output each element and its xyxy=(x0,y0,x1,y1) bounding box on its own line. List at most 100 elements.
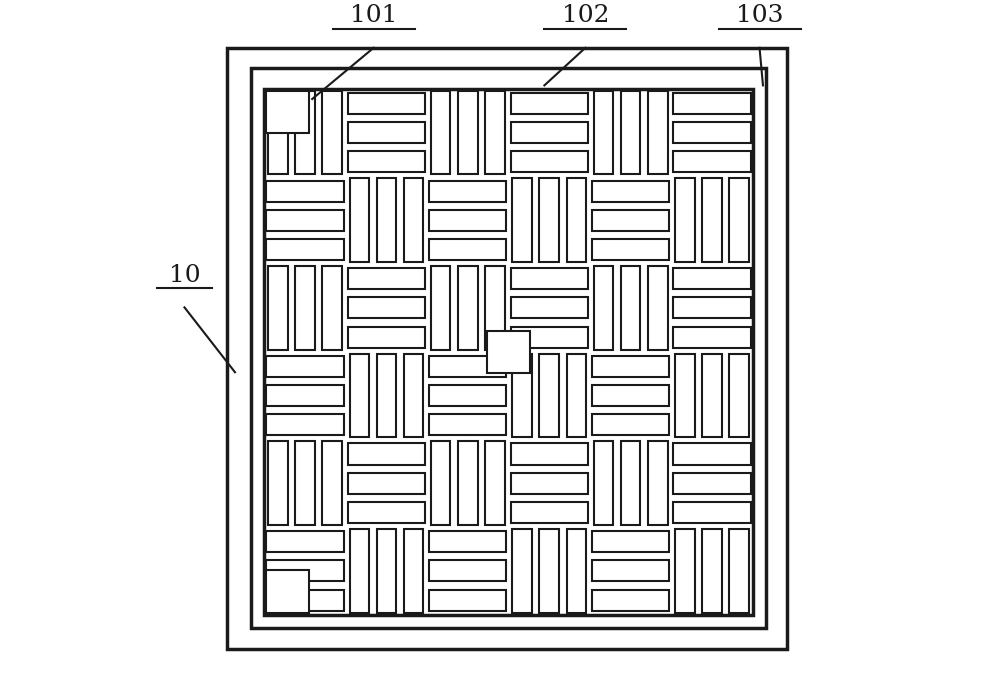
Bar xyxy=(350,354,369,437)
Bar xyxy=(729,354,749,437)
Bar xyxy=(511,502,588,523)
Bar xyxy=(592,210,669,231)
Bar xyxy=(348,473,425,494)
Bar xyxy=(266,570,309,613)
Bar xyxy=(592,385,669,406)
Bar xyxy=(429,210,506,231)
Bar xyxy=(511,122,588,143)
Bar xyxy=(673,443,751,464)
Bar xyxy=(266,589,344,611)
Bar xyxy=(539,529,559,613)
Bar xyxy=(673,93,751,114)
Bar xyxy=(539,178,559,262)
Bar xyxy=(729,178,749,262)
Bar xyxy=(512,529,532,613)
Bar xyxy=(673,122,751,143)
Bar xyxy=(512,178,532,262)
Bar xyxy=(429,589,506,611)
Bar xyxy=(266,560,344,581)
Bar xyxy=(702,178,722,262)
Bar xyxy=(429,531,506,552)
Text: 101: 101 xyxy=(350,4,397,27)
Text: 103: 103 xyxy=(736,4,783,27)
Bar xyxy=(458,441,478,525)
Bar xyxy=(673,326,751,348)
Bar xyxy=(567,529,586,613)
Bar xyxy=(295,441,315,525)
Bar xyxy=(592,560,669,581)
Bar xyxy=(266,356,344,377)
Bar xyxy=(567,354,586,437)
Bar xyxy=(673,152,751,172)
Bar xyxy=(729,529,749,613)
Bar xyxy=(350,178,369,262)
Bar xyxy=(702,354,722,437)
Bar xyxy=(458,91,478,174)
Bar xyxy=(348,152,425,172)
Bar xyxy=(322,91,342,174)
Bar xyxy=(675,178,695,262)
Bar xyxy=(268,266,288,350)
Bar xyxy=(621,441,640,525)
Bar xyxy=(648,441,668,525)
Bar xyxy=(511,297,588,318)
Bar xyxy=(266,239,344,260)
Bar xyxy=(266,210,344,231)
Bar xyxy=(404,529,423,613)
Bar xyxy=(429,356,506,377)
Bar xyxy=(675,529,695,613)
Bar xyxy=(592,356,669,377)
Bar xyxy=(429,415,506,435)
Bar xyxy=(348,443,425,464)
Bar xyxy=(348,502,425,523)
Bar xyxy=(429,560,506,581)
Bar xyxy=(673,297,751,318)
Text: 10: 10 xyxy=(169,264,200,287)
Bar xyxy=(487,331,530,373)
Bar xyxy=(594,441,613,525)
Bar xyxy=(295,91,315,174)
Bar xyxy=(648,91,668,174)
Bar xyxy=(295,266,315,350)
Bar xyxy=(621,91,640,174)
Bar xyxy=(322,266,342,350)
Bar xyxy=(322,441,342,525)
Bar xyxy=(266,531,344,552)
Bar xyxy=(348,93,425,114)
Bar xyxy=(511,443,588,464)
Bar xyxy=(264,89,753,615)
Bar xyxy=(377,529,396,613)
Bar xyxy=(673,268,751,289)
Bar xyxy=(485,441,505,525)
Bar xyxy=(429,180,506,201)
Bar xyxy=(592,239,669,260)
Bar xyxy=(675,354,695,437)
Bar xyxy=(350,529,369,613)
Bar xyxy=(377,178,396,262)
Bar xyxy=(511,268,588,289)
Bar xyxy=(592,415,669,435)
Bar xyxy=(268,441,288,525)
Bar xyxy=(227,48,787,649)
Bar xyxy=(348,297,425,318)
Bar xyxy=(268,91,288,174)
Text: 102: 102 xyxy=(562,4,609,27)
Bar xyxy=(567,178,586,262)
Bar xyxy=(485,91,505,174)
Bar xyxy=(702,529,722,613)
Bar xyxy=(348,268,425,289)
Bar xyxy=(266,385,344,406)
Bar xyxy=(429,385,506,406)
Bar xyxy=(511,473,588,494)
Bar xyxy=(348,326,425,348)
Bar xyxy=(673,473,751,494)
Bar xyxy=(511,152,588,172)
Bar xyxy=(648,266,668,350)
Bar xyxy=(512,354,532,437)
Bar xyxy=(377,354,396,437)
Bar xyxy=(266,180,344,201)
Bar xyxy=(266,91,309,133)
Bar xyxy=(431,266,450,350)
Bar xyxy=(592,531,669,552)
Bar xyxy=(404,178,423,262)
